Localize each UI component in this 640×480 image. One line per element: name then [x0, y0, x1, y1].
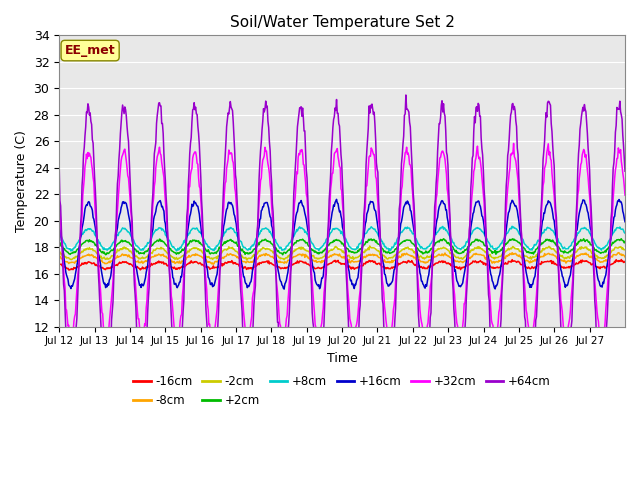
-8cm — [122, 252, 129, 258]
+2cm — [618, 236, 625, 241]
-16cm — [55, 261, 63, 266]
-16cm — [255, 260, 262, 266]
+16cm — [254, 233, 262, 239]
Line: +2cm: +2cm — [59, 239, 625, 255]
Legend: -16cm, -8cm, -2cm, +2cm, +8cm, +16cm, +32cm, +64cm: -16cm, -8cm, -2cm, +2cm, +8cm, +16cm, +3… — [129, 370, 556, 412]
-8cm — [255, 254, 262, 260]
Text: EE_met: EE_met — [65, 44, 115, 57]
Y-axis label: Temperature (C): Temperature (C) — [15, 130, 28, 232]
-16cm — [401, 259, 409, 265]
+32cm — [255, 215, 262, 221]
-2cm — [122, 246, 129, 252]
+64cm — [122, 107, 129, 112]
+2cm — [254, 243, 262, 249]
-2cm — [55, 248, 63, 253]
-16cm — [618, 257, 625, 263]
+32cm — [276, 321, 284, 326]
+64cm — [402, 92, 410, 98]
+64cm — [55, 161, 63, 167]
Title: Soil/Water Temperature Set 2: Soil/Water Temperature Set 2 — [230, 15, 454, 30]
Line: +16cm: +16cm — [59, 199, 625, 289]
+8cm — [276, 245, 284, 251]
-2cm — [243, 257, 250, 263]
-16cm — [122, 259, 130, 264]
+32cm — [510, 141, 518, 146]
-16cm — [66, 267, 74, 273]
+2cm — [226, 238, 234, 243]
+16cm — [434, 215, 442, 220]
-8cm — [276, 258, 284, 264]
+2cm — [401, 238, 409, 244]
+16cm — [333, 196, 340, 202]
+64cm — [401, 111, 409, 117]
+8cm — [621, 230, 629, 236]
X-axis label: Time: Time — [326, 352, 358, 365]
+8cm — [508, 223, 516, 229]
-16cm — [276, 264, 284, 270]
-8cm — [209, 261, 217, 267]
Line: +64cm: +64cm — [59, 95, 625, 389]
+32cm — [227, 151, 234, 156]
+32cm — [401, 150, 409, 156]
+16cm — [621, 219, 629, 225]
-16cm — [433, 260, 441, 266]
-8cm — [401, 252, 409, 258]
-2cm — [621, 247, 629, 252]
-2cm — [226, 245, 234, 251]
+2cm — [279, 252, 287, 258]
-8cm — [55, 254, 63, 260]
+2cm — [433, 240, 441, 245]
-8cm — [433, 253, 441, 259]
Line: -2cm: -2cm — [59, 246, 625, 260]
+16cm — [226, 200, 234, 206]
-16cm — [621, 259, 629, 264]
Line: -16cm: -16cm — [59, 260, 625, 270]
-8cm — [227, 251, 234, 257]
+64cm — [434, 148, 442, 154]
-16cm — [227, 259, 234, 265]
+16cm — [122, 200, 129, 205]
-2cm — [434, 246, 442, 252]
+16cm — [275, 272, 283, 277]
+64cm — [621, 168, 629, 174]
+8cm — [55, 231, 63, 237]
+64cm — [254, 224, 262, 230]
+16cm — [402, 199, 410, 205]
+8cm — [401, 225, 409, 230]
-2cm — [255, 249, 262, 254]
+64cm — [314, 386, 321, 392]
+64cm — [226, 105, 234, 110]
+16cm — [280, 286, 288, 292]
Line: +32cm: +32cm — [59, 144, 625, 341]
+32cm — [55, 193, 63, 199]
+32cm — [621, 192, 629, 198]
+32cm — [122, 158, 130, 164]
+64cm — [275, 350, 283, 356]
-8cm — [614, 250, 622, 255]
+8cm — [122, 227, 130, 233]
+8cm — [255, 233, 262, 239]
-2cm — [276, 254, 284, 260]
-2cm — [366, 243, 374, 249]
+8cm — [227, 225, 234, 230]
+2cm — [55, 240, 63, 245]
+8cm — [433, 229, 441, 235]
Line: +8cm: +8cm — [59, 226, 625, 251]
+32cm — [102, 338, 109, 344]
+16cm — [55, 221, 63, 227]
Line: -8cm: -8cm — [59, 252, 625, 264]
-2cm — [402, 245, 410, 251]
+2cm — [122, 238, 129, 243]
+2cm — [275, 249, 283, 255]
+8cm — [67, 248, 75, 254]
+2cm — [621, 239, 629, 244]
-8cm — [621, 254, 629, 260]
+32cm — [433, 192, 441, 197]
